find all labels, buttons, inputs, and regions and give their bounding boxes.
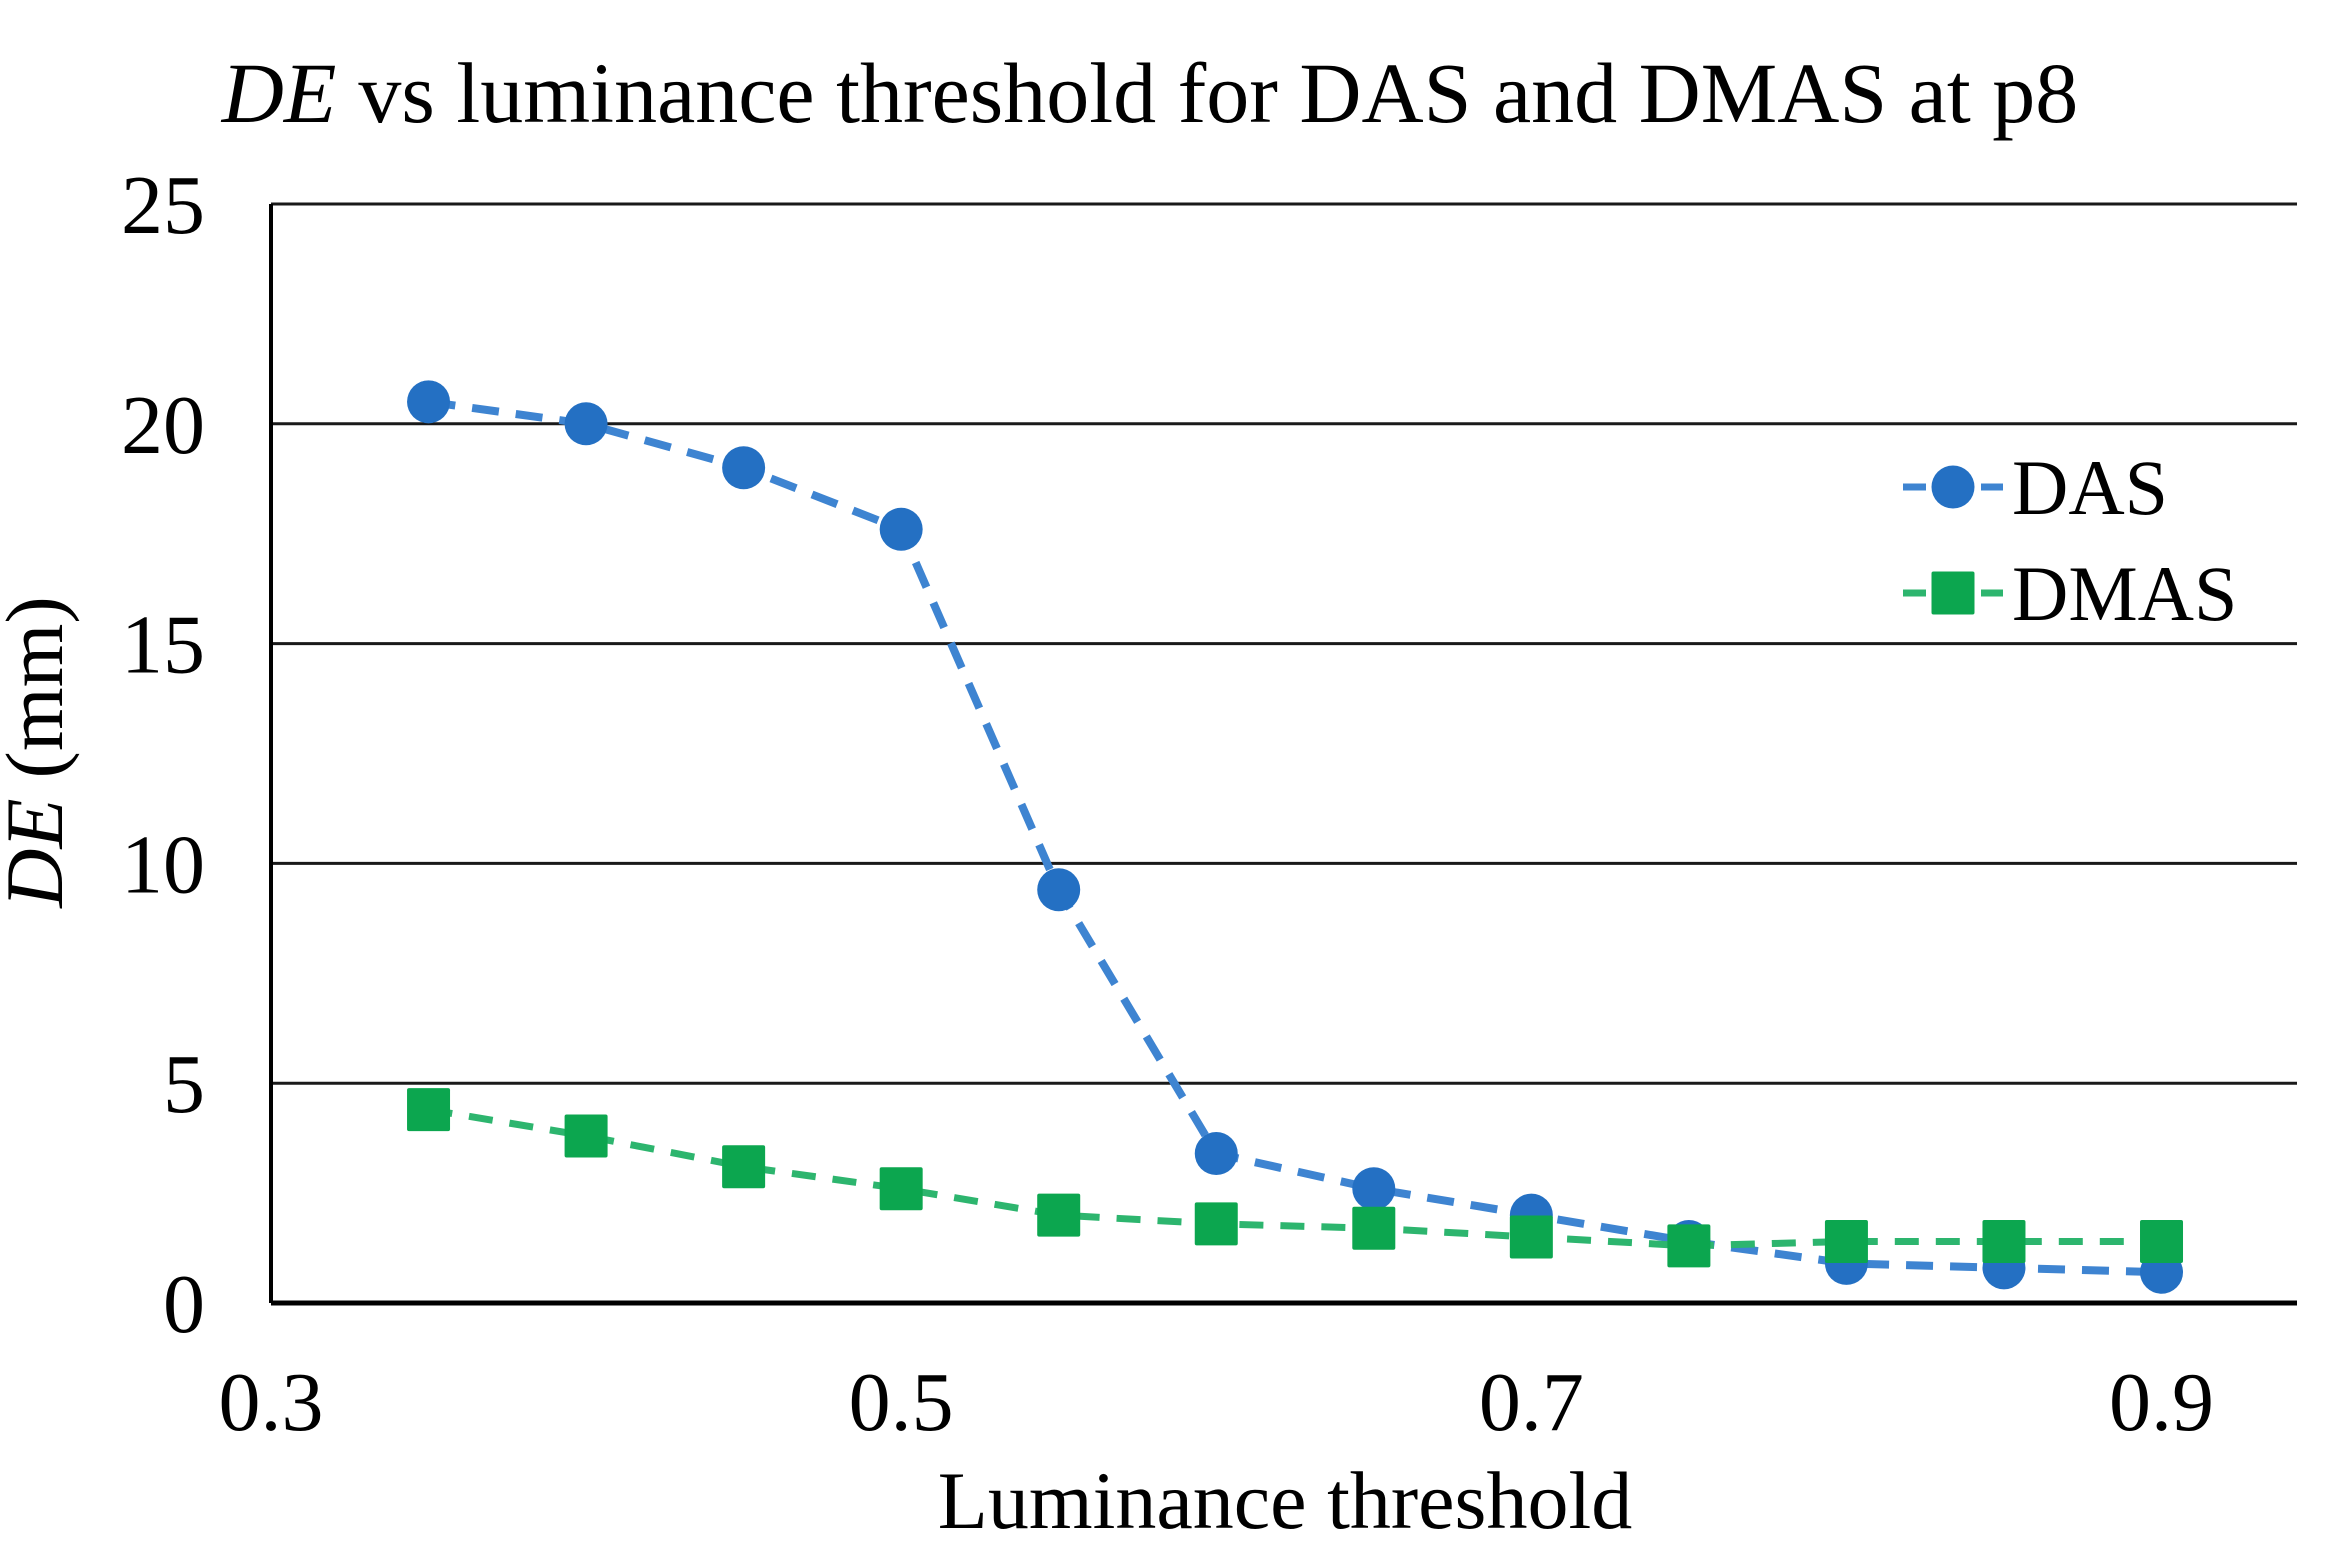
legend: DAS DMAS <box>1903 444 2237 637</box>
dmas-legend-marker <box>1931 571 1975 615</box>
y-axis-title-italic: DE <box>0 798 80 908</box>
dmas-marker <box>1824 1219 1868 1263</box>
das-marker <box>879 507 923 551</box>
das-marker <box>1352 1167 1396 1211</box>
x-tick-label: 0.3 <box>219 1356 324 1449</box>
chart-title: DE vs luminance threshold for DAS and DMA… <box>221 45 2078 141</box>
das-legend-marker <box>1931 465 1975 509</box>
chart-title-rest: vs luminance threshold for DAS and DMAS … <box>358 45 2078 141</box>
x-axis-title: Luminance threshold <box>938 1455 1633 1546</box>
y-tick-label: 15 <box>121 599 205 692</box>
dmas-marker <box>1982 1219 2026 1263</box>
x-tick-label: 0.9 <box>2109 1356 2214 1449</box>
y-axis-title-rest: (mm) <box>0 596 80 778</box>
plot-area: 0 5 10 15 20 25 0.3 0.5 0.7 0.9 <box>121 159 2297 1449</box>
y-tick-label: 10 <box>121 818 205 911</box>
dmas-marker <box>2140 1219 2184 1263</box>
dmas-marker <box>1194 1202 1238 1246</box>
dmas-marker <box>1037 1193 1081 1237</box>
das-line <box>427 397 2162 1277</box>
dmas-marker <box>407 1088 451 1132</box>
das-marker <box>407 380 451 424</box>
y-tick-label: 5 <box>163 1038 205 1131</box>
x-tick-label: 0.5 <box>849 1356 954 1449</box>
x-tick-label: 0.7 <box>1479 1356 1584 1449</box>
dmas-marker <box>1352 1206 1396 1250</box>
dmas-marker <box>1509 1215 1553 1259</box>
legend-label-dmas: DMAS <box>2012 550 2237 637</box>
dmas-marker <box>1667 1224 1711 1268</box>
legend-item-das: DAS <box>1903 444 2168 531</box>
das-marker <box>1037 868 1081 912</box>
chart-title-italic: DE <box>221 45 337 141</box>
das-marker <box>564 402 608 446</box>
y-tick-label: 20 <box>121 379 205 472</box>
dmas-marker <box>564 1114 608 1158</box>
dmas-marker <box>879 1167 923 1211</box>
das-marker <box>1194 1132 1238 1176</box>
y-tick-label: 0 <box>163 1258 205 1351</box>
das-marker <box>722 446 766 490</box>
dmas-line <box>427 1106 2162 1250</box>
y-tick-label: 25 <box>121 159 205 252</box>
dmas-marker <box>722 1145 766 1189</box>
legend-label-das: DAS <box>2012 444 2168 531</box>
y-axis-title: DE (mm) <box>0 596 80 909</box>
legend-item-dmas: DMAS <box>1903 550 2237 637</box>
